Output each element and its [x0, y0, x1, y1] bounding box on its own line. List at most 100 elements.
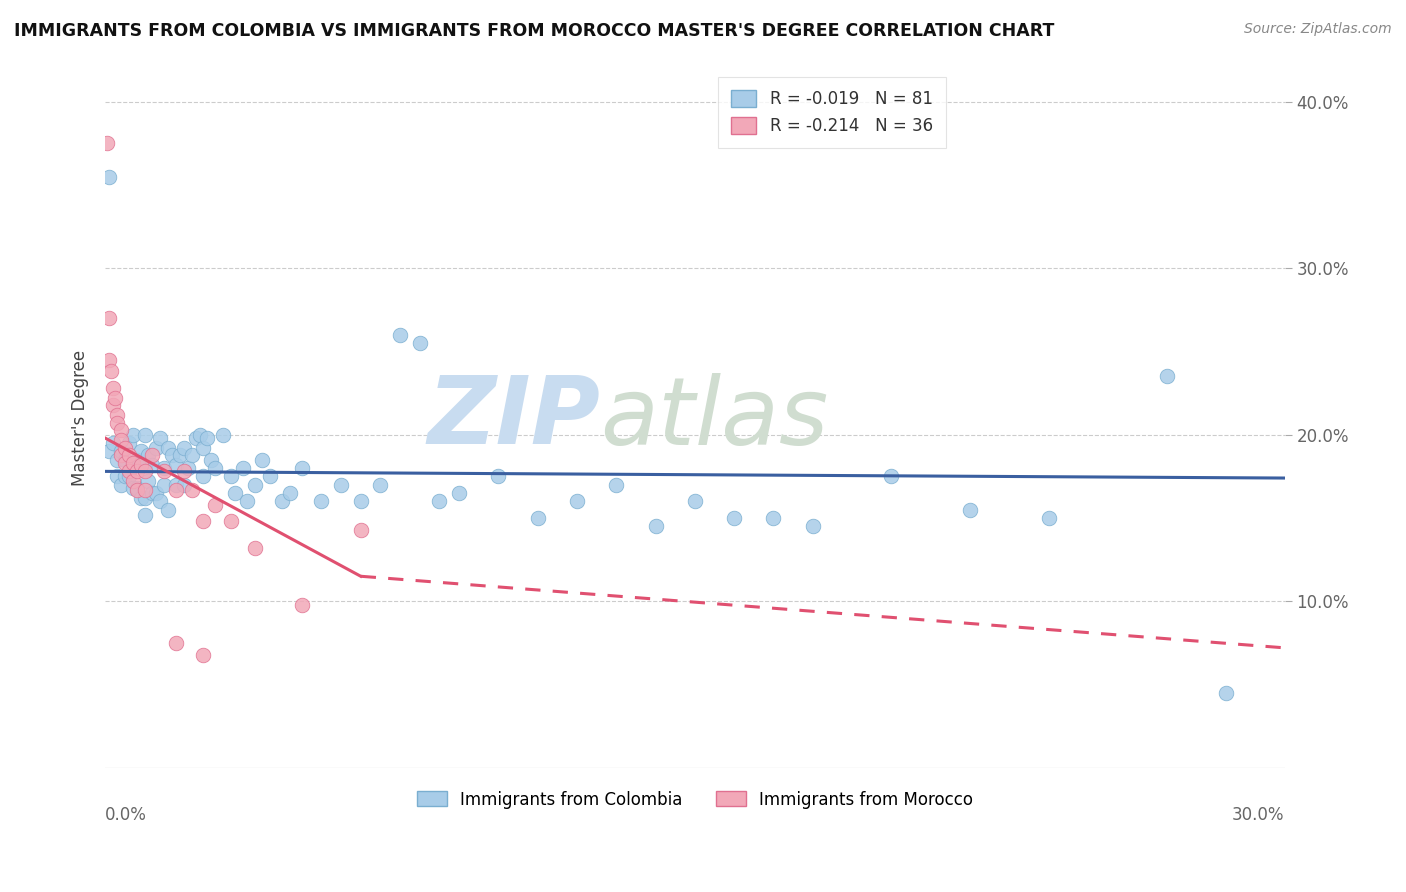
- Point: [193, 441, 215, 455]
- Point: [188, 427, 211, 442]
- Point: [197, 431, 219, 445]
- Point: [157, 441, 180, 455]
- Point: [173, 441, 195, 455]
- Point: [118, 464, 141, 478]
- Point: [565, 494, 588, 508]
- Point: [193, 469, 215, 483]
- Point: [644, 519, 666, 533]
- Point: [165, 636, 187, 650]
- Point: [447, 486, 470, 500]
- Point: [110, 433, 132, 447]
- Point: [98, 444, 121, 458]
- Point: [153, 464, 176, 478]
- Point: [180, 448, 202, 462]
- Point: [114, 456, 136, 470]
- Point: [125, 464, 148, 478]
- Point: [165, 477, 187, 491]
- Point: [330, 477, 353, 491]
- Point: [105, 408, 128, 422]
- Point: [1038, 511, 1060, 525]
- Point: [110, 423, 132, 437]
- Point: [129, 444, 152, 458]
- Point: [311, 494, 333, 508]
- Point: [125, 481, 148, 495]
- Text: 30.0%: 30.0%: [1232, 806, 1285, 824]
- Point: [104, 391, 127, 405]
- Point: [389, 327, 412, 342]
- Point: [212, 427, 235, 442]
- Point: [235, 494, 257, 508]
- Point: [173, 464, 195, 478]
- Point: [153, 461, 176, 475]
- Point: [101, 381, 124, 395]
- Point: [110, 444, 132, 458]
- Point: [118, 436, 141, 450]
- Text: Source: ZipAtlas.com: Source: ZipAtlas.com: [1244, 22, 1392, 37]
- Point: [138, 448, 160, 462]
- Point: [801, 519, 824, 533]
- Point: [180, 483, 202, 497]
- Point: [169, 448, 191, 462]
- Point: [291, 598, 314, 612]
- Point: [121, 456, 143, 470]
- Point: [149, 494, 172, 508]
- Point: [114, 441, 136, 455]
- Point: [1215, 686, 1237, 700]
- Point: [605, 477, 627, 491]
- Point: [118, 469, 141, 483]
- Point: [350, 523, 373, 537]
- Point: [204, 498, 226, 512]
- Point: [278, 486, 301, 500]
- Point: [141, 458, 163, 472]
- Point: [134, 458, 156, 472]
- Point: [114, 469, 136, 483]
- Point: [118, 448, 141, 462]
- Point: [100, 364, 122, 378]
- Point: [252, 452, 274, 467]
- Point: [193, 514, 215, 528]
- Point: [141, 486, 163, 500]
- Point: [145, 486, 167, 500]
- Point: [762, 511, 785, 525]
- Point: [96, 136, 118, 151]
- Point: [427, 494, 450, 508]
- Point: [134, 483, 156, 497]
- Point: [134, 491, 156, 505]
- Point: [125, 483, 148, 497]
- Point: [98, 352, 121, 367]
- Point: [134, 427, 156, 442]
- Point: [243, 477, 266, 491]
- Point: [105, 416, 128, 430]
- Text: atlas: atlas: [600, 373, 828, 464]
- Point: [105, 452, 128, 467]
- Point: [160, 448, 183, 462]
- Point: [173, 477, 195, 491]
- Point: [409, 336, 432, 351]
- Point: [134, 464, 156, 478]
- Point: [121, 475, 143, 489]
- Point: [98, 169, 121, 184]
- Point: [880, 469, 903, 483]
- Point: [224, 486, 246, 500]
- Point: [101, 436, 124, 450]
- Point: [101, 398, 124, 412]
- Point: [200, 452, 222, 467]
- Point: [219, 514, 242, 528]
- Point: [232, 461, 254, 475]
- Point: [1156, 369, 1178, 384]
- Point: [98, 311, 121, 326]
- Point: [165, 458, 187, 472]
- Point: [105, 469, 128, 483]
- Point: [121, 427, 143, 442]
- Text: IMMIGRANTS FROM COLOMBIA VS IMMIGRANTS FROM MOROCCO MASTER'S DEGREE CORRELATION : IMMIGRANTS FROM COLOMBIA VS IMMIGRANTS F…: [14, 22, 1054, 40]
- Point: [129, 458, 152, 472]
- Point: [959, 502, 981, 516]
- Point: [110, 477, 132, 491]
- Point: [141, 448, 163, 462]
- Point: [486, 469, 509, 483]
- Point: [110, 448, 132, 462]
- Point: [165, 483, 187, 497]
- Point: [129, 491, 152, 505]
- Y-axis label: Master's Degree: Master's Degree: [72, 350, 89, 486]
- Point: [125, 452, 148, 467]
